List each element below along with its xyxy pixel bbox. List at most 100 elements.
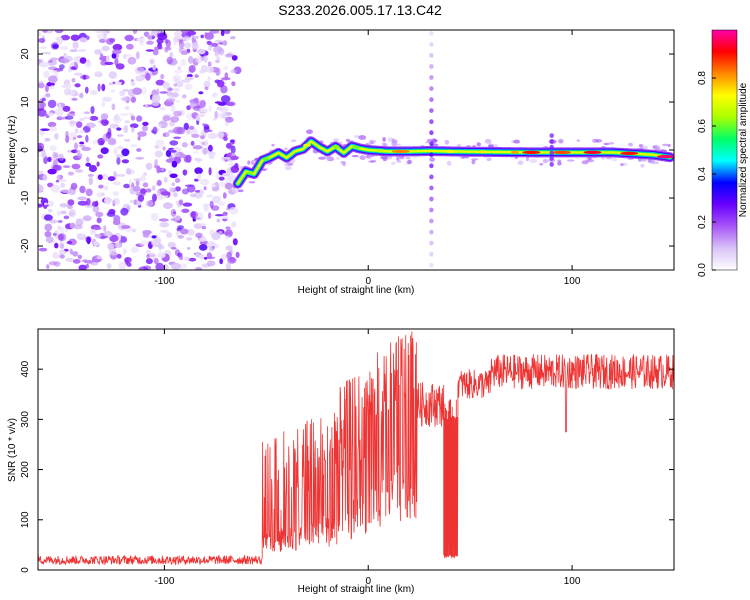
heatmap-noise-blob <box>44 231 52 238</box>
heatmap-noise-blob <box>141 125 149 132</box>
heatmap-noise-blob <box>130 79 134 82</box>
heatmap-noise-blob <box>195 232 203 238</box>
heatmap-noise-blob <box>232 238 238 246</box>
heatmap-noise-blob <box>152 126 158 135</box>
y-tick-label: 100 <box>20 511 31 528</box>
heatmap-noise-blob <box>123 183 131 189</box>
heatmap-noise-blob <box>198 113 206 118</box>
heatmap-noise-blob <box>165 98 176 102</box>
heatmap-noise-blob <box>60 34 71 41</box>
heatmap-halo-blob <box>446 160 452 166</box>
heatmap-noise-blob <box>47 156 52 163</box>
heatmap-noise-blob <box>182 202 193 207</box>
heatmap-noise-blob <box>224 30 231 35</box>
heatmap-noise-blob <box>165 158 174 163</box>
heatmap-noise-blob <box>188 125 195 130</box>
heatmap-noise-blob <box>79 185 86 194</box>
heatmap-noise-blob <box>90 106 95 114</box>
heatmap-halo-blob <box>525 156 530 162</box>
heatmap-noise-blob <box>77 49 87 52</box>
heatmap-noise-blob <box>69 248 73 255</box>
heatmap-noise-blob <box>175 152 181 158</box>
heatmap-noise-blob <box>44 214 53 221</box>
heatmap-noise-blob <box>180 228 189 235</box>
heatmap-noise-blob <box>158 124 163 128</box>
heatmap-noise-blob <box>66 112 76 117</box>
heatmap-noise-blob <box>59 203 69 208</box>
heatmap-noise-blob <box>86 156 90 163</box>
heatmap-noise-blob <box>85 188 93 197</box>
heatmap-noise-blob <box>74 83 81 88</box>
heatmap-noise-blob <box>220 85 228 94</box>
heatmap-noise-blob <box>112 197 120 206</box>
heatmap-noise-blob <box>202 123 207 126</box>
heatmap-noise-blob <box>55 158 63 161</box>
heatmap-noise-blob <box>44 202 48 206</box>
heatmap-noise-blob <box>38 82 45 89</box>
heatmap-noise-blob <box>115 154 125 158</box>
heatmap-noise-blob <box>184 83 193 91</box>
heatmap-hotspot <box>246 171 254 175</box>
heatmap-noise-blob <box>230 36 236 40</box>
heatmap-noise-blob <box>112 49 122 55</box>
heatmap-noise-blob <box>156 165 161 174</box>
heatmap-noise-blob <box>180 58 186 67</box>
heatmap-noise-blob <box>48 60 53 63</box>
heatmap-noise-blob <box>230 155 239 161</box>
heatmap-noise-blob <box>75 169 83 173</box>
heatmap-noise-blob <box>108 208 116 215</box>
heatmap-noise-blob <box>177 66 182 71</box>
heatmap-noise-blob <box>47 168 57 175</box>
heatmap-noise-blob <box>204 138 208 148</box>
heatmap-noise-blob <box>59 243 65 249</box>
heatmap-artifact-blob <box>549 133 554 139</box>
heatmap-halo-blob <box>581 160 589 165</box>
heatmap-noise-blob <box>85 86 89 94</box>
heatmap-noise-blob <box>90 229 97 234</box>
heatmap-noise-blob <box>163 176 168 183</box>
heatmap-halo-blob <box>586 159 595 163</box>
heatmap-noise-blob <box>186 237 193 241</box>
heatmap-noise-blob <box>221 156 231 160</box>
heatmap-noise-blob <box>195 253 201 258</box>
heatmap-artifact-blob <box>429 240 434 246</box>
heatmap-artifact-blob <box>429 196 434 202</box>
heatmap-noise-blob <box>82 74 87 80</box>
heatmap-noise-blob <box>175 215 181 221</box>
heatmap-halo-blob <box>539 163 544 166</box>
heatmap-noise-region <box>38 30 242 270</box>
heatmap-noise-blob <box>189 211 198 219</box>
heatmap-hotspot <box>331 145 340 149</box>
heatmap-noise-blob <box>211 186 220 192</box>
heatmap-halo-blob <box>462 156 470 159</box>
heatmap-noise-blob <box>79 129 85 134</box>
y-tick-label: 20 <box>20 48 31 60</box>
heatmap-artifact-blob <box>429 174 434 180</box>
heatmap-hotspot <box>656 155 674 159</box>
colorbar-ticks: 0.0 0.2 0.4 0.6 0.8 <box>697 71 716 277</box>
heatmap-halo-blob <box>655 147 661 150</box>
heatmap-halo-blob <box>333 138 339 142</box>
heatmap-noise-blob <box>107 176 116 182</box>
heatmap-noise-blob <box>186 30 197 36</box>
heatmap-noise-blob <box>231 188 240 194</box>
heatmap-noise-blob <box>58 103 62 112</box>
heatmap-noise-blob <box>159 107 166 111</box>
heatmap-noise-blob <box>203 206 210 213</box>
heatmap-noise-blob <box>85 236 92 243</box>
heatmap-noise-blob <box>152 193 157 202</box>
heatmap-y-ticks: -20 -10 0 10 20 <box>20 48 674 253</box>
heatmap-halo-blob <box>336 157 340 160</box>
heatmap-noise-blob <box>145 249 151 255</box>
heatmap-noise-blob <box>206 252 213 260</box>
heatmap-halo-blob <box>595 139 603 143</box>
heatmap-noise-blob <box>210 184 216 188</box>
heatmap-halo-blob <box>327 156 333 161</box>
heatmap-noise-blob <box>145 162 153 170</box>
heatmap-noise-blob <box>203 55 208 63</box>
heatmap-noise-blob <box>38 184 44 193</box>
heatmap-noise-blob <box>164 38 169 44</box>
heatmap-noise-blob <box>96 217 102 224</box>
heatmap-noise-blob <box>127 56 137 65</box>
